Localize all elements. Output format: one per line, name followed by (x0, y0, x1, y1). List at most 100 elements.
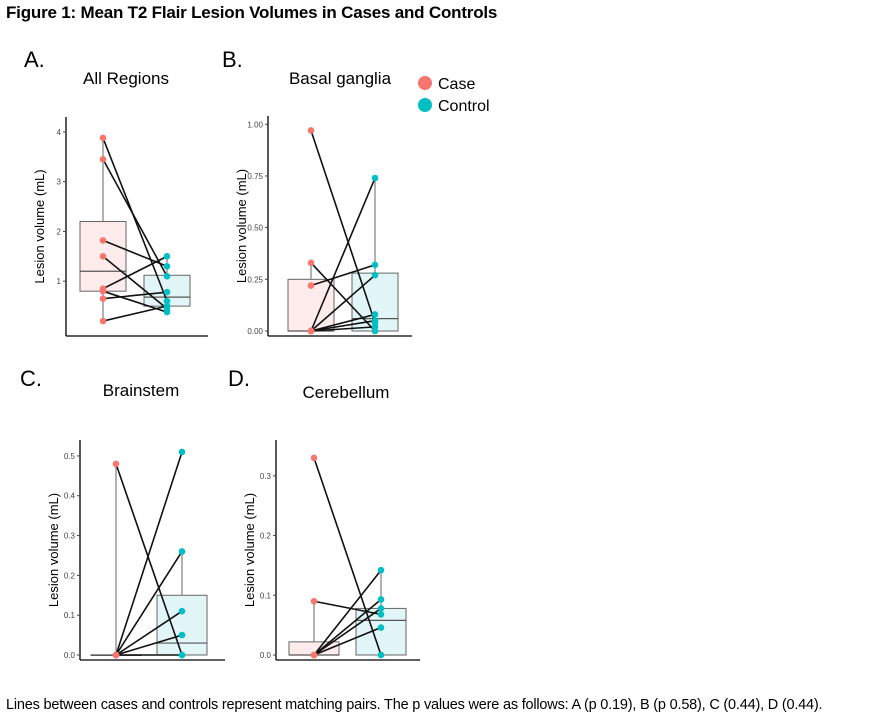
control-point-2 (163, 272, 171, 280)
control-point-7 (163, 288, 171, 296)
legend-control-swatch (418, 98, 432, 112)
control-point-4 (371, 174, 379, 182)
chart-panel-4: D. Cerebellum Lesion volume (mL) 0.0 0.1 0.2 0… (228, 366, 420, 661)
case-point-1 (112, 460, 120, 468)
chart-panel-1: A. All Regions Lesion volume (mL) 1 2 3 4 (24, 47, 208, 337)
pair-line-5 (313, 607, 382, 656)
case-point-4 (99, 253, 107, 260)
y-tick-label: 4 (57, 128, 62, 137)
control-point-7 (371, 317, 379, 324)
control-point-5 (163, 253, 171, 260)
chart-panel-3: C. Brainstem Lesion volume (mL) 0.0 0.1 0.2 0.… (20, 366, 225, 661)
pair-line-1 (310, 130, 376, 323)
y-axis-label: Lesion volume (mL) (242, 493, 257, 607)
pair-line-4 (115, 610, 183, 656)
chart-title: Cerebellum (303, 383, 390, 402)
pair-line-3 (115, 551, 183, 656)
case-point-6 (99, 287, 107, 295)
case-point-6 (310, 651, 318, 659)
case-point-7 (99, 295, 107, 302)
case-point-2 (310, 597, 318, 605)
pair-line-3 (310, 264, 376, 287)
control-point-6 (163, 308, 171, 316)
pair-line-1 (115, 463, 183, 656)
y-tick-label: 0.75 (247, 172, 263, 181)
control-point-2 (178, 448, 186, 456)
control-point-3 (377, 566, 385, 574)
control-point-6 (377, 624, 385, 631)
pair-line-2 (102, 158, 168, 277)
control-point-1 (377, 651, 385, 659)
chart-title: Basal ganglia (289, 69, 392, 88)
pair-line-2 (310, 262, 376, 332)
control-point-8 (163, 302, 171, 310)
case-point-2 (307, 259, 315, 267)
y-tick-label: 1 (57, 277, 62, 286)
pair-line-3 (313, 569, 382, 656)
figure-title: Figure 1: Mean T2 Flair Lesion Volumes i… (6, 3, 498, 22)
control-point-3 (163, 263, 171, 270)
y-tick-label: 0.1 (260, 591, 272, 600)
control-point-2 (377, 611, 385, 618)
figure-canvas: A. All Regions Lesion volume (mL) 1 2 3 4 B. Bas… (20, 47, 490, 661)
control-point-5 (377, 605, 385, 612)
y-tick-label: 0.00 (247, 327, 263, 336)
pair-line-5 (102, 255, 168, 290)
y-tick-label: 0.1 (64, 611, 76, 620)
case-point-2 (99, 156, 107, 163)
control-point-3 (371, 261, 379, 269)
y-tick-label: 0.25 (247, 275, 263, 284)
y-tick-label: 0.3 (64, 532, 76, 541)
y-tick-label: 0.5 (64, 452, 76, 461)
panel-letter: D. (228, 366, 250, 391)
case-point-3 (307, 282, 315, 289)
case-point-1 (307, 127, 315, 134)
y-tick-label: 0.50 (247, 224, 263, 233)
pair-line-6 (310, 313, 376, 332)
case-point-1 (99, 134, 107, 142)
control-point-3 (178, 548, 186, 555)
y-tick-label: 0.2 (64, 571, 76, 580)
case-point-3 (99, 237, 107, 244)
control-point-4 (377, 596, 385, 603)
y-tick-label: 0.3 (260, 472, 272, 481)
control-point-1 (163, 297, 171, 305)
y-tick-label: 0.0 (260, 651, 272, 660)
case-point-8 (99, 317, 107, 325)
control-point-6 (371, 311, 379, 318)
pair-line-5 (115, 634, 183, 656)
pair-line-4 (102, 255, 168, 310)
pair-line-7 (102, 291, 168, 300)
y-axis-label: Lesion volume (mL) (234, 169, 249, 283)
control-point-6 (178, 651, 186, 659)
y-tick-label: 3 (57, 178, 62, 187)
legend-case-swatch (418, 76, 432, 90)
pair-line-2 (115, 451, 183, 656)
pair-line-6 (313, 626, 382, 656)
pair-line-2 (313, 600, 382, 616)
figure-caption: Lines between cases and controls represe… (6, 697, 823, 713)
y-axis-label: Lesion volume (mL) (46, 493, 61, 607)
chart-panel-2: B. Basal ganglia Lesion volume (mL) 0.00 0.2… (222, 47, 412, 337)
y-tick-label: 2 (57, 227, 62, 236)
pair-line-4 (313, 598, 382, 656)
legend-control-label: Control (438, 98, 490, 115)
y-tick-label: 1.00 (247, 120, 263, 129)
control-point-4 (178, 607, 186, 615)
pair-line-1 (102, 137, 168, 302)
pair-line-1 (313, 457, 382, 656)
control-point-5 (178, 631, 186, 639)
pair-line-5 (310, 274, 376, 332)
control-point-5 (371, 271, 379, 279)
chart-panels: A. All Regions Lesion volume (mL) 1 2 3 4 B. Bas… (20, 47, 420, 661)
case-point-6 (112, 651, 120, 659)
control-point-8 (371, 323, 379, 331)
case-point-8 (307, 327, 315, 335)
legend-case-label: Case (438, 76, 475, 93)
panel-letter: B. (222, 47, 243, 72)
pair-line-8 (102, 305, 168, 322)
legend: Case Control (418, 76, 490, 115)
y-tick-label: 0.2 (260, 532, 272, 541)
pair-line-4 (310, 177, 376, 332)
chart-title: All Regions (83, 69, 169, 88)
